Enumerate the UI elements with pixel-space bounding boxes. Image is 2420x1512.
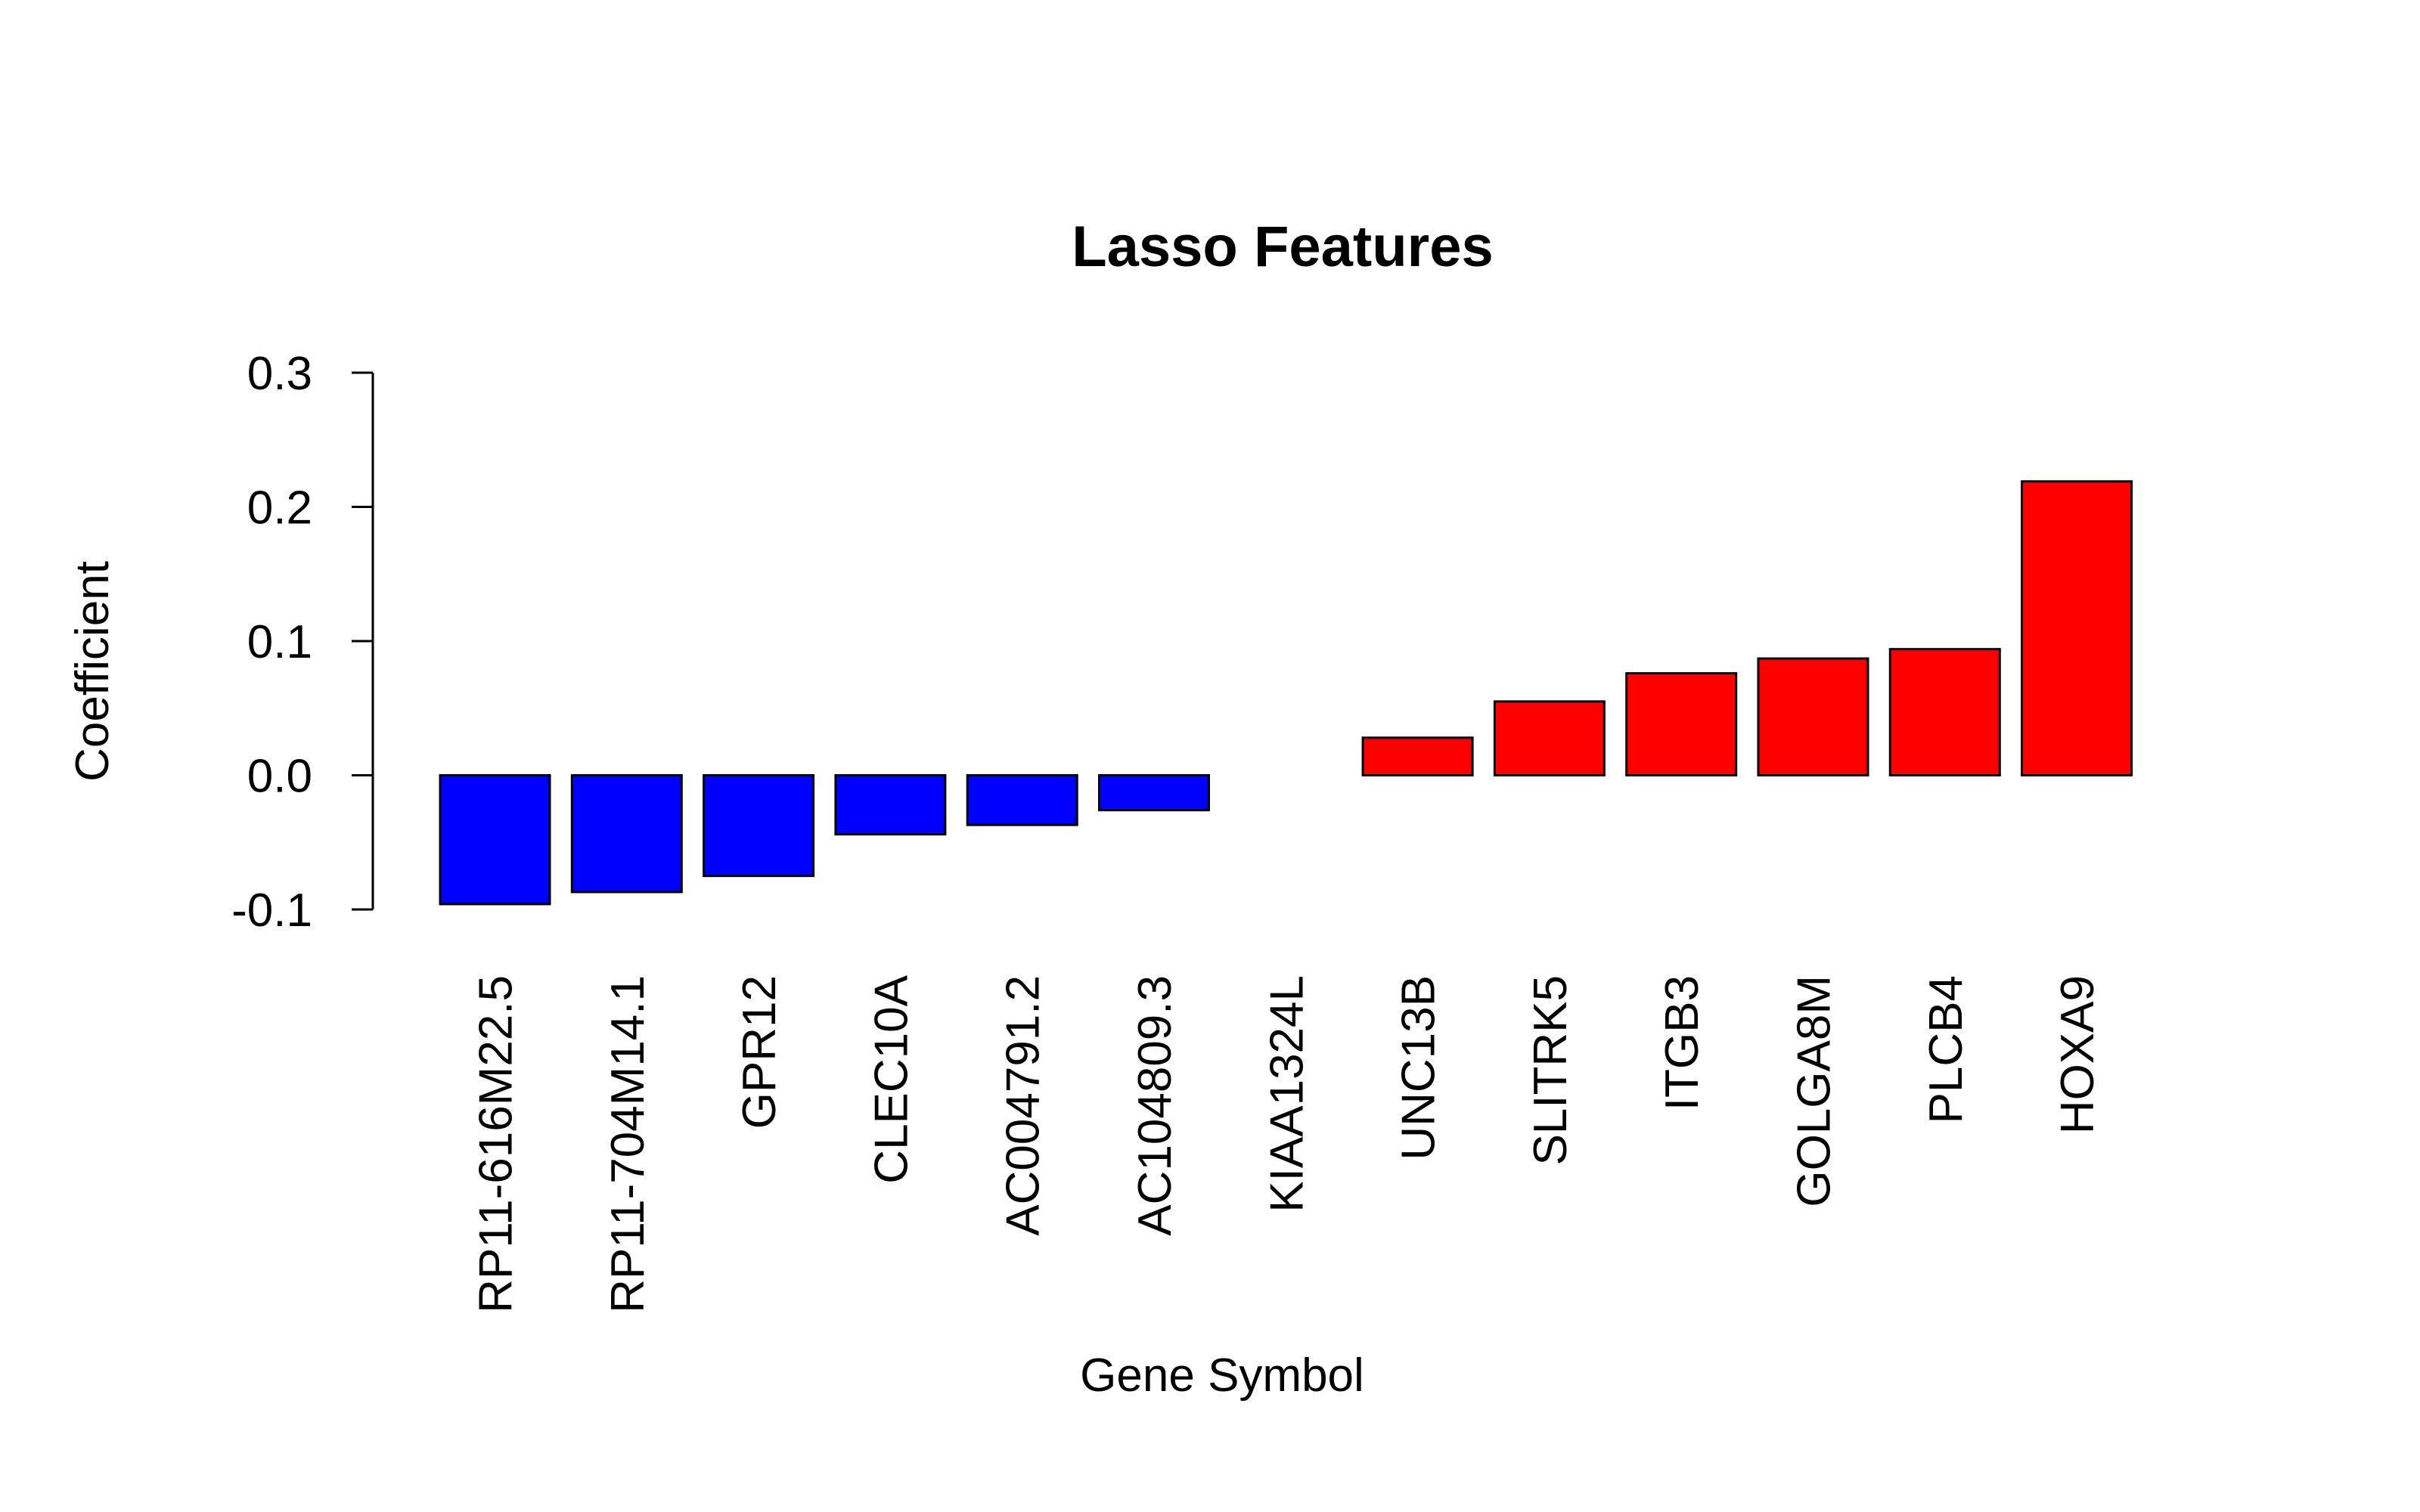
y-tick-label: 0.2: [247, 482, 312, 534]
bar-slitrk5: [1493, 700, 1606, 776]
x-tick-label: RP11-616M22.5: [470, 975, 523, 1313]
x-tick-label: HOXA9: [2052, 975, 2104, 1134]
bars: [439, 480, 2133, 906]
bar-hoxa9: [2021, 480, 2133, 777]
x-tick-label: AC104809.3: [1129, 975, 1181, 1236]
bar-gpr12: [703, 774, 815, 878]
bar-golga8m: [1757, 657, 1869, 777]
bar-clec10a: [834, 774, 947, 836]
y-tick-label: 0.1: [247, 616, 312, 668]
x-tick-label: RP11-704M14.1: [602, 975, 654, 1313]
y-tick-label: -0.1: [231, 885, 312, 937]
bar-ac104809-3: [1098, 774, 1210, 812]
x-tick-label: GOLGA8M: [1789, 975, 1841, 1207]
bar-unc13b: [1361, 736, 1474, 776]
x-tick-label: ITGB3: [1656, 975, 1708, 1111]
x-tick-label: UNC13B: [1393, 975, 1445, 1160]
chart-title: Lasso Features: [1072, 215, 1494, 279]
y-tick-label: 0.3: [247, 348, 312, 400]
x-tick-label: SLITRK5: [1525, 975, 1577, 1166]
x-axis-label: Gene Symbol: [1080, 1349, 1364, 1402]
x-tick-label: AC004791.2: [997, 975, 1050, 1236]
y-tick-label: 0.0: [247, 751, 312, 803]
x-tick-label: KIAA1324L: [1261, 975, 1313, 1213]
y-axis: -0.1 0.0 0.1 0.2 0.3: [231, 348, 374, 937]
x-tick-label: PLCB4: [1920, 975, 1972, 1123]
x-tick-label: CLEC10A: [865, 974, 917, 1183]
bar-itgb3: [1625, 672, 1738, 776]
category-labels: RP11-616M22.5 RP11-704M14.1 GPR12 CLEC10A AC…: [470, 974, 2105, 1313]
x-tick-label: GPR12: [734, 975, 786, 1129]
bar-plcb4: [1888, 648, 2001, 777]
bar-rp11-616m22-5: [439, 774, 551, 906]
y-axis-label: Coefficient: [67, 561, 119, 782]
bar-ac004791-2: [966, 774, 1078, 826]
bar-rp11-704m14-1: [570, 774, 683, 894]
